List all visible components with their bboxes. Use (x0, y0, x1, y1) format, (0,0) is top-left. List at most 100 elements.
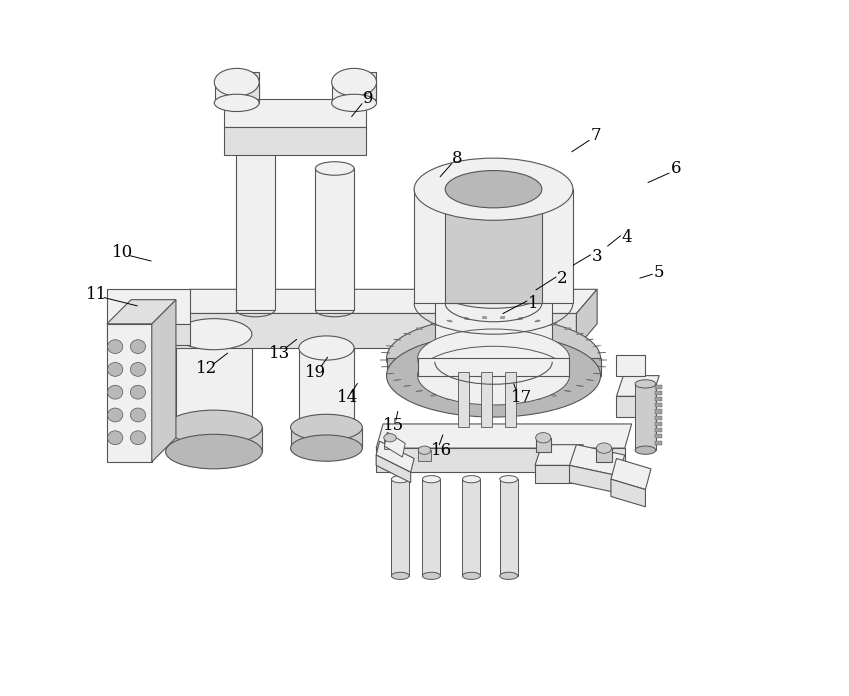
Polygon shape (570, 466, 618, 493)
Ellipse shape (463, 572, 481, 580)
Ellipse shape (131, 363, 145, 377)
Polygon shape (655, 385, 662, 389)
Ellipse shape (332, 94, 376, 111)
Ellipse shape (131, 386, 145, 399)
Polygon shape (611, 459, 651, 489)
Polygon shape (518, 318, 523, 319)
Polygon shape (464, 400, 469, 402)
Polygon shape (550, 395, 557, 396)
Polygon shape (391, 479, 409, 576)
Ellipse shape (299, 336, 354, 360)
Ellipse shape (386, 317, 600, 400)
Text: 17: 17 (510, 389, 531, 406)
Polygon shape (385, 432, 405, 457)
Ellipse shape (290, 435, 363, 461)
Polygon shape (376, 424, 632, 448)
Polygon shape (464, 318, 469, 319)
Polygon shape (655, 391, 662, 395)
Polygon shape (482, 401, 486, 403)
Polygon shape (655, 416, 662, 420)
Polygon shape (447, 320, 453, 322)
Ellipse shape (131, 408, 145, 422)
Text: 3: 3 (592, 248, 603, 265)
Ellipse shape (423, 475, 441, 483)
Polygon shape (550, 324, 557, 325)
Polygon shape (224, 100, 366, 127)
Polygon shape (332, 82, 376, 103)
Polygon shape (376, 448, 625, 473)
Polygon shape (655, 409, 662, 413)
Polygon shape (169, 290, 597, 313)
Polygon shape (655, 441, 662, 445)
Ellipse shape (536, 433, 551, 443)
Text: 15: 15 (383, 417, 404, 434)
Ellipse shape (332, 68, 376, 96)
Text: 13: 13 (269, 345, 290, 362)
Polygon shape (403, 333, 411, 334)
Polygon shape (655, 434, 662, 438)
Polygon shape (107, 300, 176, 324)
Ellipse shape (418, 347, 570, 405)
Polygon shape (504, 372, 515, 427)
Polygon shape (458, 372, 469, 427)
Polygon shape (611, 479, 645, 507)
Ellipse shape (176, 319, 252, 349)
Polygon shape (107, 324, 152, 462)
Polygon shape (616, 376, 660, 396)
Ellipse shape (108, 363, 123, 377)
Polygon shape (423, 479, 441, 576)
Ellipse shape (316, 161, 354, 175)
Polygon shape (166, 427, 262, 452)
Ellipse shape (418, 329, 570, 388)
Text: 7: 7 (590, 127, 601, 144)
Polygon shape (393, 339, 402, 340)
Polygon shape (215, 82, 259, 103)
Polygon shape (500, 401, 504, 403)
Text: 2: 2 (557, 271, 568, 287)
Ellipse shape (290, 414, 363, 441)
Text: 6: 6 (672, 160, 682, 177)
Polygon shape (535, 466, 576, 482)
Polygon shape (107, 324, 189, 345)
Polygon shape (655, 422, 662, 426)
Polygon shape (376, 455, 411, 482)
Ellipse shape (214, 94, 259, 111)
Ellipse shape (419, 446, 430, 454)
Polygon shape (376, 441, 414, 473)
Text: 1: 1 (528, 294, 539, 312)
Polygon shape (414, 189, 573, 303)
Ellipse shape (435, 263, 552, 308)
Polygon shape (176, 334, 252, 431)
Ellipse shape (386, 334, 600, 417)
Polygon shape (384, 438, 396, 449)
Polygon shape (418, 358, 570, 376)
Polygon shape (586, 379, 593, 381)
Ellipse shape (166, 410, 262, 445)
Polygon shape (586, 339, 593, 340)
Polygon shape (290, 427, 363, 448)
Ellipse shape (391, 475, 409, 483)
Text: 12: 12 (196, 361, 217, 377)
Polygon shape (635, 384, 655, 450)
Polygon shape (564, 390, 571, 392)
Polygon shape (616, 355, 645, 376)
Polygon shape (416, 390, 423, 392)
Ellipse shape (414, 158, 573, 220)
Ellipse shape (445, 171, 542, 208)
Text: 10: 10 (111, 244, 132, 261)
Ellipse shape (108, 340, 123, 354)
Text: 11: 11 (86, 285, 107, 303)
Text: 5: 5 (654, 264, 665, 280)
Polygon shape (482, 317, 486, 319)
Text: 19: 19 (305, 364, 326, 381)
Ellipse shape (166, 434, 262, 469)
Ellipse shape (463, 475, 481, 483)
Ellipse shape (500, 572, 518, 580)
Polygon shape (535, 397, 541, 400)
Polygon shape (169, 313, 576, 348)
Polygon shape (316, 168, 354, 310)
Polygon shape (576, 333, 584, 334)
Polygon shape (445, 189, 542, 303)
Polygon shape (224, 127, 366, 155)
Polygon shape (386, 358, 600, 376)
